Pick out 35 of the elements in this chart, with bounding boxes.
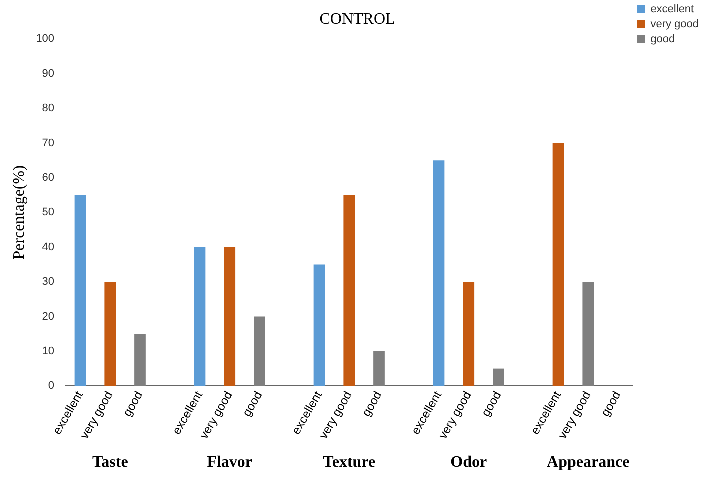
y-tick-label: 20 <box>42 310 55 323</box>
y-tick-label: 70 <box>42 137 55 150</box>
bar <box>463 282 475 386</box>
y-tick-label: 50 <box>42 206 55 219</box>
text: Texture <box>323 454 376 471</box>
bar <box>374 351 385 386</box>
text: Flavor <box>207 454 253 471</box>
bar <box>224 247 236 386</box>
y-tick-label: 80 <box>42 102 55 115</box>
text: Appearance <box>547 454 630 471</box>
y-tick-label: 100 <box>36 33 55 46</box>
bar <box>104 282 116 386</box>
legend-label: good <box>650 34 676 46</box>
text: Taste <box>92 454 128 471</box>
bar <box>254 316 266 386</box>
bar <box>552 143 564 386</box>
y-tick-label: 90 <box>42 68 55 80</box>
bar <box>493 368 504 386</box>
y-tick-label: 60 <box>42 172 55 184</box>
y-tick-label: 30 <box>42 276 55 288</box>
y-axis-title: Percentage(%) <box>10 166 28 260</box>
y-tick-label: 10 <box>42 345 55 358</box>
bar <box>134 334 146 386</box>
bar <box>433 160 445 386</box>
bar <box>314 264 326 386</box>
bar <box>582 282 594 386</box>
chart-title: CONTROL <box>320 10 396 28</box>
text: Odor <box>450 454 488 471</box>
legend-label: very good <box>650 18 700 31</box>
y-tick-label: 40 <box>42 241 55 254</box>
legend-label: excellent <box>650 4 694 16</box>
bar <box>74 195 86 386</box>
y-tick-label: 0 <box>48 380 55 392</box>
bar <box>194 247 206 386</box>
bar <box>344 195 356 386</box>
